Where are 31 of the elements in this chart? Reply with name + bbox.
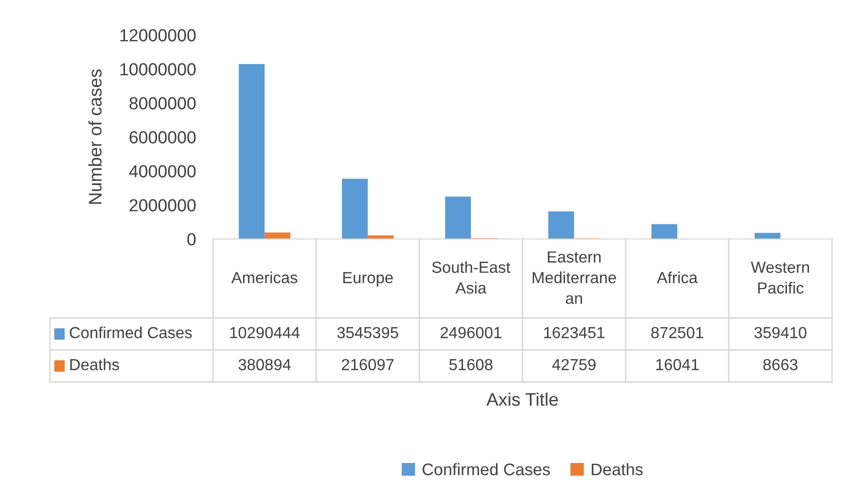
data-label: 216097 [342, 358, 394, 370]
y-tick-label: 6000000 [130, 131, 196, 144]
x-tick-label: Africa [656, 272, 698, 284]
data-label: 8663 [763, 358, 798, 370]
y-tick-label: 4000000 [129, 165, 196, 178]
data-label: 872501 [651, 326, 704, 338]
x-tick-label: Europe [343, 272, 393, 286]
x-tick-label: Western Pacific [750, 262, 809, 294]
y-tick-label: 10000000 [120, 63, 196, 76]
x-tick-label: South-East Asia [432, 261, 510, 294]
data-label: 1623451 [544, 326, 604, 338]
text: Deaths [592, 463, 643, 476]
y-tick-label: 8000000 [130, 97, 196, 110]
data-label: 51608 [449, 358, 492, 370]
y-axis-title: Number of cases [88, 69, 102, 204]
data-label: 16041 [656, 358, 699, 370]
x-tick-label: Eastern Mediterranean [532, 251, 616, 304]
text: Confirmed Cases [422, 463, 550, 476]
legend-label: Deaths [70, 358, 120, 370]
x-tick-label: Americas [231, 272, 298, 284]
y-tick-label: 12000000 [120, 29, 196, 42]
legend-label: Confirmed Cases [70, 326, 192, 338]
data-label: 10290444 [230, 326, 300, 338]
data-label: 42759 [552, 358, 596, 370]
data-label: 359410 [754, 326, 806, 338]
y-tick-label: 0 [187, 233, 196, 246]
data-label: 3545395 [337, 326, 398, 338]
x-axis-title: Axis Title [486, 392, 558, 406]
y-tick-label: 2000000 [130, 199, 196, 212]
data-label: 380894 [238, 358, 291, 370]
data-label: 2496001 [440, 326, 502, 338]
